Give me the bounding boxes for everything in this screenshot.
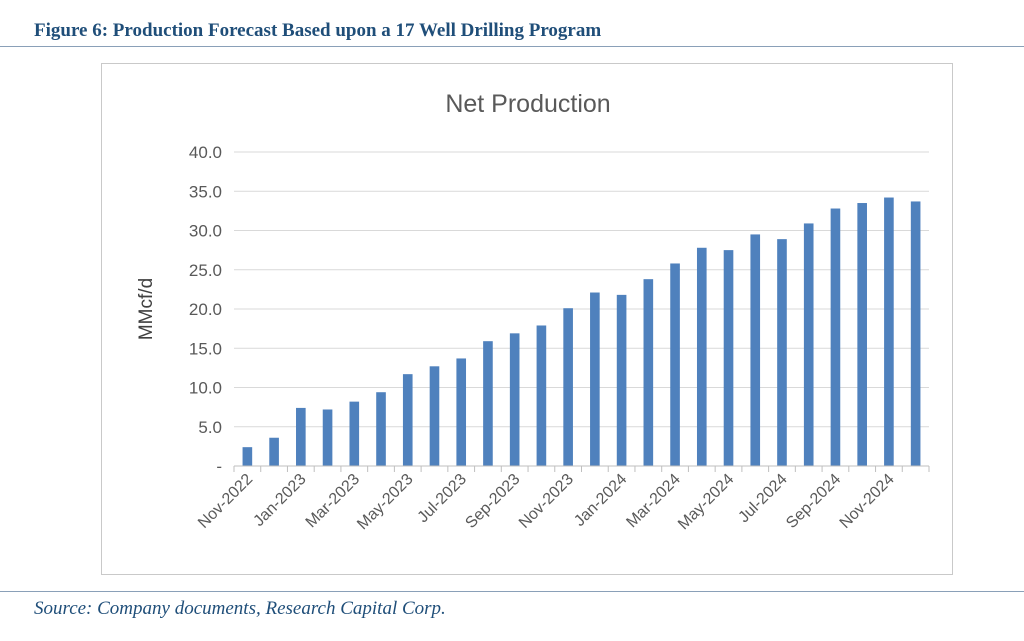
figure-caption: Figure 6: Production Forecast Based upon… [34, 20, 602, 41]
x-tick-label: Nov-2024 [837, 471, 898, 532]
x-tick-label: Sep-2023 [462, 471, 523, 532]
bar [723, 250, 734, 466]
bar [777, 239, 787, 466]
bar [269, 437, 279, 466]
bar [509, 333, 520, 466]
x-tick-labels: Nov-2022Jan-2023Mar-2023May-2023Jul-2023… [195, 471, 898, 533]
y-tick-label: 35.0 [189, 182, 222, 201]
y-tick-label: 20.0 [189, 300, 222, 319]
y-tick-labels: - 5.0 10.0 15.0 20.0 25.0 30.0 35.0 40.0 [189, 143, 222, 476]
bar [750, 234, 761, 466]
x-tick-label: Jan-2023 [250, 471, 309, 530]
bar [616, 294, 627, 466]
bar [803, 223, 814, 466]
y-tick-label: 40.0 [189, 143, 222, 162]
x-tick-marks [233, 466, 930, 472]
x-tick-label: Jan-2024 [571, 471, 630, 530]
bar [670, 263, 680, 466]
bar [402, 374, 413, 466]
chart-frame: Net Production MMcf/d - 5.0 10.0 15.0 20.0 25… [101, 63, 953, 575]
gridlines [234, 151, 929, 428]
bars [242, 197, 921, 466]
x-tick-label: Jul-2023 [415, 471, 470, 526]
bar [376, 392, 386, 466]
y-tick-label: 30.0 [189, 222, 222, 241]
x-tick-label: Nov-2023 [516, 471, 577, 532]
bar [857, 203, 867, 466]
x-tick-label: May-2024 [675, 471, 737, 533]
chart-title: Net Production [445, 90, 610, 118]
bar [696, 247, 707, 466]
bar [590, 292, 600, 466]
bar [429, 366, 440, 466]
bar [456, 358, 467, 466]
bar [884, 197, 894, 466]
y-tick-label: - [216, 457, 222, 476]
y-tick-label: 25.0 [189, 261, 222, 280]
bar [563, 308, 573, 466]
net-production-chart: Net Production MMcf/d - 5.0 10.0 15.0 20.0 25… [136, 90, 930, 533]
x-tick-label: Jul-2024 [735, 471, 790, 526]
top-divider [0, 46, 1024, 47]
source-note: Source: Company documents, Research Capi… [34, 598, 446, 619]
x-tick-label: Sep-2024 [783, 471, 844, 532]
y-tick-label: 5.0 [198, 418, 222, 437]
bar [242, 447, 253, 466]
bar [910, 201, 921, 466]
bar [322, 409, 333, 466]
y-tick-label: 10.0 [189, 379, 222, 398]
y-axis-label: MMcf/d [136, 278, 157, 340]
x-tick-label: May-2023 [354, 471, 416, 533]
bar [536, 325, 547, 466]
bar [349, 401, 360, 466]
bar [643, 279, 654, 466]
x-tick-label: Nov-2022 [195, 471, 256, 532]
y-tick-label: 15.0 [189, 339, 222, 358]
bar [296, 407, 306, 466]
bottom-divider [0, 591, 1024, 592]
bar [830, 208, 841, 466]
bar [483, 341, 493, 466]
